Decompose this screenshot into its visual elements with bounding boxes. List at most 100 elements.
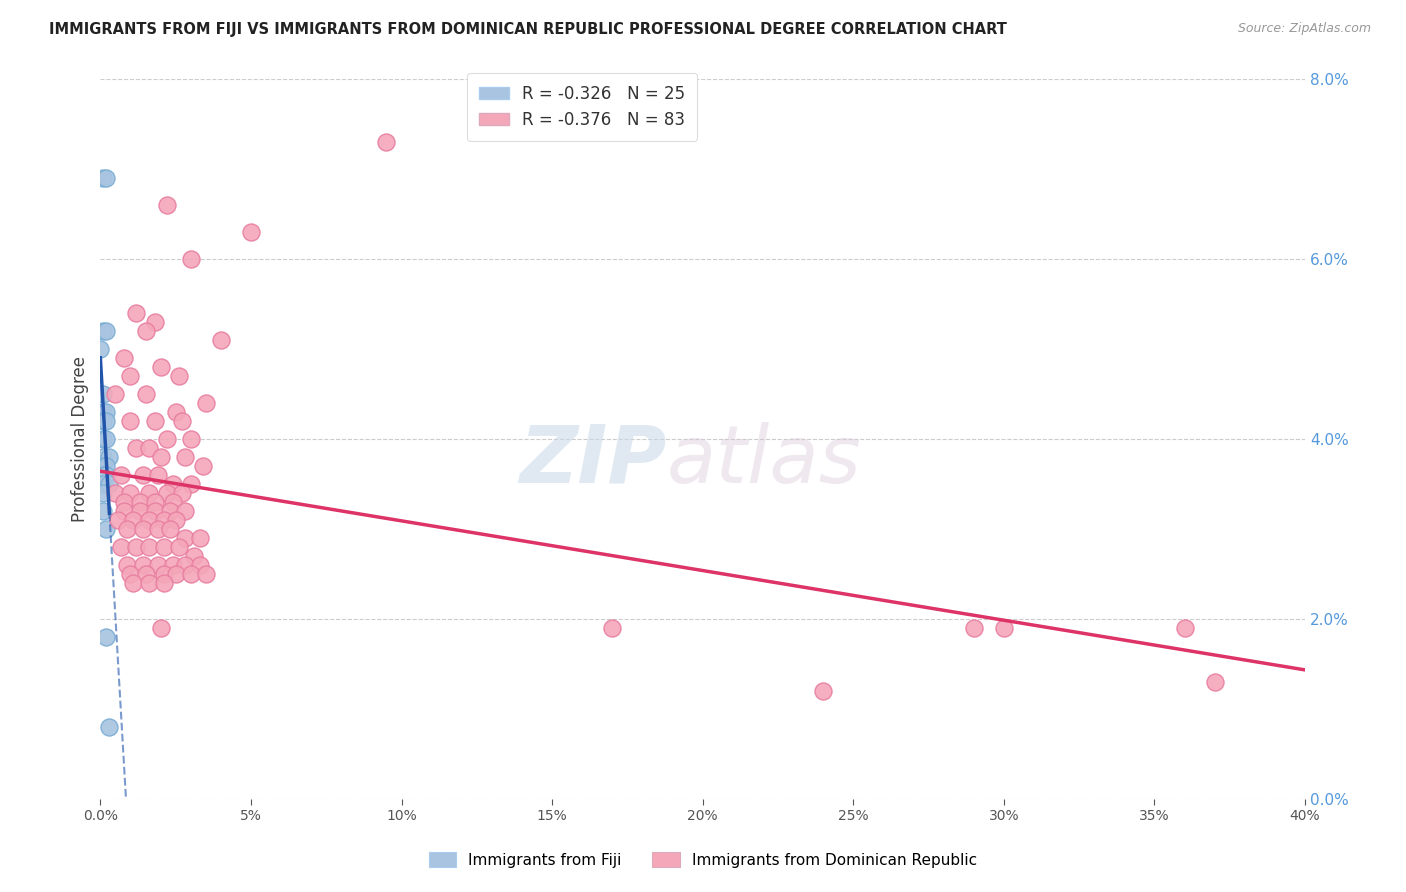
Point xyxy=(152,576,174,591)
Point xyxy=(117,522,139,536)
Point xyxy=(96,324,118,338)
Text: IMMIGRANTS FROM FIJI VS IMMIGRANTS FROM DOMINICAN REPUBLIC PROFESSIONAL DEGREE C: IMMIGRANTS FROM FIJI VS IMMIGRANTS FROM … xyxy=(49,22,1007,37)
Point xyxy=(162,495,184,509)
Point xyxy=(170,486,193,500)
Point xyxy=(173,531,195,545)
Point xyxy=(149,450,172,464)
Point xyxy=(96,405,118,419)
Point xyxy=(131,558,153,572)
Point xyxy=(811,684,834,698)
Point xyxy=(143,504,166,518)
Point xyxy=(194,567,217,582)
Point xyxy=(156,486,179,500)
Point xyxy=(165,405,187,419)
Point xyxy=(135,387,157,401)
Point xyxy=(375,135,398,149)
Point xyxy=(107,513,129,527)
Point xyxy=(131,468,153,483)
Point xyxy=(183,549,205,563)
Point xyxy=(122,576,145,591)
Point xyxy=(114,351,136,365)
Point xyxy=(138,576,160,591)
Point xyxy=(125,306,148,320)
Point xyxy=(138,513,160,527)
Point xyxy=(180,252,202,266)
Point xyxy=(120,369,142,384)
Point xyxy=(191,458,214,473)
Point xyxy=(96,171,118,186)
Point xyxy=(96,458,118,473)
Point xyxy=(117,558,139,572)
Point xyxy=(149,359,172,374)
Point xyxy=(993,621,1015,635)
Point xyxy=(138,441,160,455)
Point xyxy=(98,450,121,464)
Point xyxy=(1204,675,1226,690)
Point xyxy=(96,468,118,483)
Point xyxy=(180,567,202,582)
Point xyxy=(156,432,179,446)
Point xyxy=(89,342,111,356)
Point xyxy=(162,477,184,491)
Point xyxy=(1174,621,1197,635)
Legend: Immigrants from Fiji, Immigrants from Dominican Republic: Immigrants from Fiji, Immigrants from Do… xyxy=(423,846,983,873)
Point xyxy=(146,558,169,572)
Point xyxy=(110,468,132,483)
Point xyxy=(170,414,193,428)
Point xyxy=(104,486,127,500)
Point xyxy=(152,513,174,527)
Point xyxy=(159,504,181,518)
Point xyxy=(98,477,121,491)
Point xyxy=(209,333,232,347)
Point xyxy=(120,414,142,428)
Point xyxy=(93,405,115,419)
Point xyxy=(93,458,115,473)
Point xyxy=(173,504,195,518)
Point xyxy=(114,495,136,509)
Point xyxy=(167,369,190,384)
Point xyxy=(93,468,115,483)
Point xyxy=(93,477,115,491)
Point xyxy=(122,513,145,527)
Point xyxy=(135,567,157,582)
Point xyxy=(135,324,157,338)
Point xyxy=(128,495,150,509)
Point xyxy=(120,567,142,582)
Point xyxy=(120,486,142,500)
Point xyxy=(180,477,202,491)
Point xyxy=(602,621,624,635)
Point xyxy=(156,198,179,212)
Point xyxy=(159,522,181,536)
Point xyxy=(188,531,211,545)
Point xyxy=(143,315,166,329)
Point xyxy=(146,468,169,483)
Point xyxy=(194,396,217,410)
Point xyxy=(125,540,148,554)
Point xyxy=(128,504,150,518)
Point xyxy=(96,630,118,644)
Point xyxy=(93,486,115,500)
Y-axis label: Professional Degree: Professional Degree xyxy=(72,356,89,522)
Point xyxy=(143,495,166,509)
Point xyxy=(173,450,195,464)
Point xyxy=(963,621,986,635)
Point xyxy=(152,540,174,554)
Point xyxy=(93,450,115,464)
Point xyxy=(93,171,115,186)
Point xyxy=(152,567,174,582)
Point xyxy=(93,324,115,338)
Point xyxy=(98,720,121,734)
Point xyxy=(146,522,169,536)
Point xyxy=(138,486,160,500)
Point xyxy=(93,504,115,518)
Point xyxy=(96,432,118,446)
Text: ZIP: ZIP xyxy=(519,422,666,500)
Point xyxy=(138,540,160,554)
Point xyxy=(165,567,187,582)
Point xyxy=(167,540,190,554)
Point xyxy=(125,441,148,455)
Point xyxy=(143,414,166,428)
Point xyxy=(131,522,153,536)
Point xyxy=(104,387,127,401)
Point xyxy=(188,558,211,572)
